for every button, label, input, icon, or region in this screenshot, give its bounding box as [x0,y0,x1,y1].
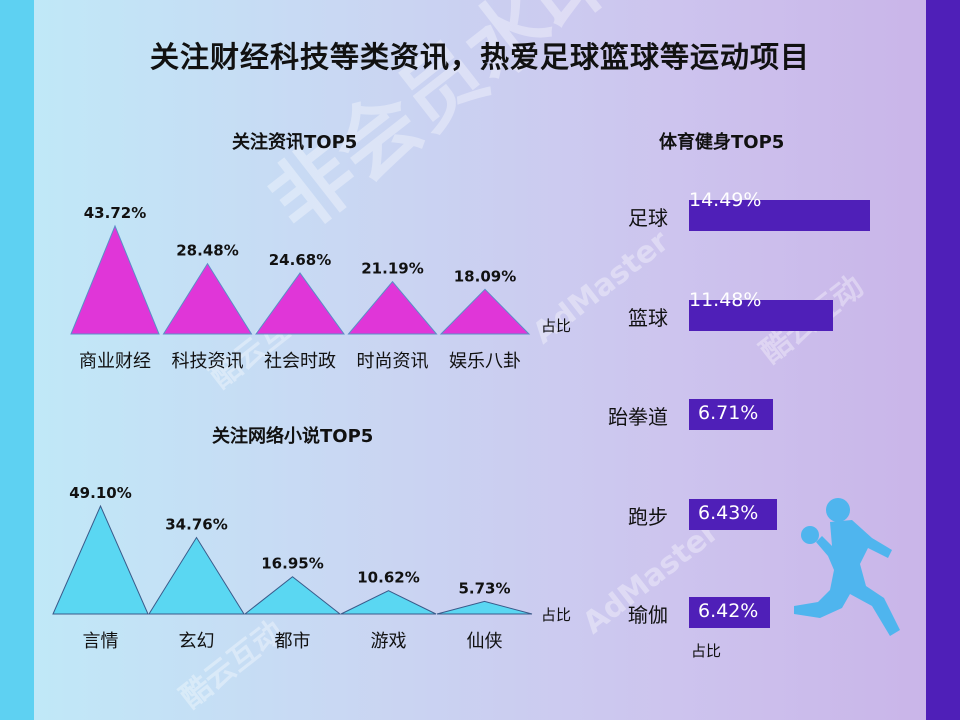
athlete-icon [794,498,900,636]
triangle-bar [243,576,342,615]
category-label: 科技资讯 [172,351,244,372]
value-label: 34.76% [165,516,227,534]
sport-value-label: 14.49% [689,189,762,211]
sport-category-label: 足球 [628,206,668,230]
novel-chart: 49.10% 言情 34.76% 玄幻 16.95% 都市 10.62% 游戏 5.73% 仙侠 [52,484,533,652]
sport-bar: 14.49% [689,189,870,231]
sport-value-label: 11.48% [689,289,762,311]
triangle-bar [439,288,531,335]
category-label: 仙侠 [467,631,503,652]
value-label: 49.10% [69,484,131,502]
triangle-bar [162,262,253,335]
triangle-bar [70,224,160,335]
category-label: 娱乐八卦 [449,351,521,372]
triangle-bar [255,272,345,335]
sport-category-label: 篮球 [628,306,668,330]
value-label: 5.73% [458,579,510,597]
sport-bar: 6.42% [689,597,770,628]
sports-unit-label: 占比 [691,642,722,660]
value-label: 21.19% [361,260,423,278]
news-chart: 43.72% 商业财经 28.48% 科技资讯 24.68% 社会时政 21.19% 时尚资讯… [70,204,531,372]
sport-value-label: 6.43% [698,502,759,524]
category-label: 游戏 [371,631,407,652]
sport-bar: 11.48% [689,289,833,331]
sport-category-label: 跆拳道 [608,405,668,429]
sport-value-label: 6.71% [698,402,759,424]
sport-category-label: 瑜伽 [628,603,668,627]
triangle-bar [340,590,437,615]
value-label: 24.68% [269,251,331,269]
right-accent-strip [926,0,960,720]
triangle-bar [148,536,245,615]
sport-bar: 6.43% [689,499,777,530]
triangle-bar [347,280,438,335]
triangle-bar [52,504,149,615]
category-label: 玄幻 [179,631,215,652]
chart-heading-news: 关注资讯TOP5 [232,132,358,153]
category-label: 言情 [83,631,119,652]
news-unit-label: 占比 [541,317,572,335]
page-title: 关注财经科技等类资讯，热爱足球篮球等运动项目 [149,40,810,74]
sport-category-label: 跑步 [628,505,668,529]
value-label: 18.09% [454,267,516,285]
chart-heading-novels: 关注网络小说TOP5 [212,426,374,447]
novel-unit-label: 占比 [541,606,572,624]
category-label: 都市 [275,631,311,652]
value-label: 16.95% [261,555,323,573]
left-accent-strip [0,0,34,720]
category-label: 商业财经 [79,351,151,372]
category-label: 时尚资讯 [357,351,429,372]
value-label: 43.72% [84,204,146,222]
chart-heading-sports: 体育健身TOP5 [659,132,785,153]
category-label: 社会时政 [264,351,336,372]
value-label: 28.48% [176,242,238,260]
value-label: 10.62% [357,569,419,587]
sport-value-label: 6.42% [698,600,759,622]
sport-bar: 6.71% [689,399,773,430]
triangle-bar [436,600,533,615]
